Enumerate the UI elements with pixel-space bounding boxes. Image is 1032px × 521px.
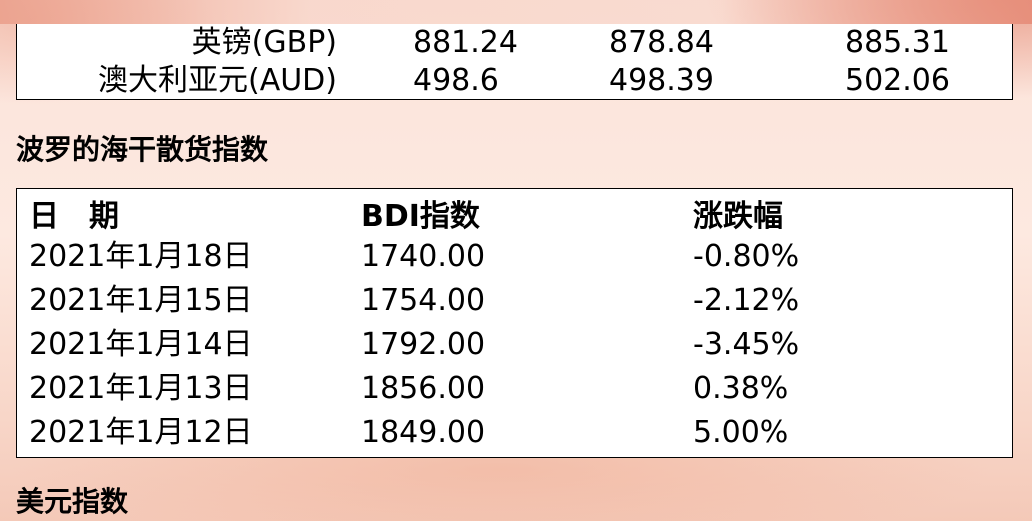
row-bdi: 1754.00 [361,283,486,318]
table-row: 2021年1月14日 1792.00 -3.45% [17,323,1012,367]
row-change: 5.00% [693,415,789,450]
row-date: 2021年1月18日 [29,239,253,274]
usd-index-section-title: 美元指数 [16,485,129,518]
bdi-section-title: 波罗的海干散货指数 [16,133,269,166]
row-change: 0.38% [693,371,789,406]
currency-name: 英镑(GBP) [191,25,337,60]
rate-value: 502.06 [845,63,950,98]
row-date: 2021年1月14日 [29,327,253,362]
table-row: 2021年1月15日 1754.00 -2.12% [17,279,1012,323]
rate-value: 881.24 [413,25,518,60]
row-change: -3.45% [693,327,800,362]
row-bdi: 1740.00 [361,239,486,274]
column-header-change: 涨跌幅 [693,199,783,234]
table-row: 英镑(GBP) 881.24 878.84 885.31 [17,24,1012,62]
row-bdi: 1856.00 [361,371,486,406]
row-bdi: 1792.00 [361,327,486,362]
table-row: 2021年1月12日 1849.00 5.00% [17,411,1012,455]
table-row: 澳大利亚元(AUD) 498.6 498.39 502.06 [17,62,1012,100]
column-header-bdi: BDI指数 [361,199,480,234]
currency-name: 澳大利亚元(AUD) [98,63,337,98]
header-decoration [0,0,1032,24]
rate-value: 878.84 [609,25,714,60]
rate-value: 885.31 [845,25,950,60]
row-bdi: 1849.00 [361,415,486,450]
row-date: 2021年1月13日 [29,371,253,406]
row-date: 2021年1月12日 [29,415,253,450]
row-change: -2.12% [693,283,800,318]
rate-value: 498.6 [413,63,499,98]
currency-rate-table: 英镑(GBP) 881.24 878.84 885.31 澳大利亚元(AUD) … [16,24,1013,100]
column-header-date: 日 期 [29,199,119,234]
table-row: 2021年1月13日 1856.00 0.38% [17,367,1012,411]
row-change: -0.80% [693,239,800,274]
row-date: 2021年1月15日 [29,283,253,318]
rate-value: 498.39 [609,63,714,98]
table-row: 2021年1月18日 1740.00 -0.80% [17,235,1012,279]
bdi-table: 日 期 BDI指数 涨跌幅 2021年1月18日 1740.00 -0.80% … [16,188,1013,458]
